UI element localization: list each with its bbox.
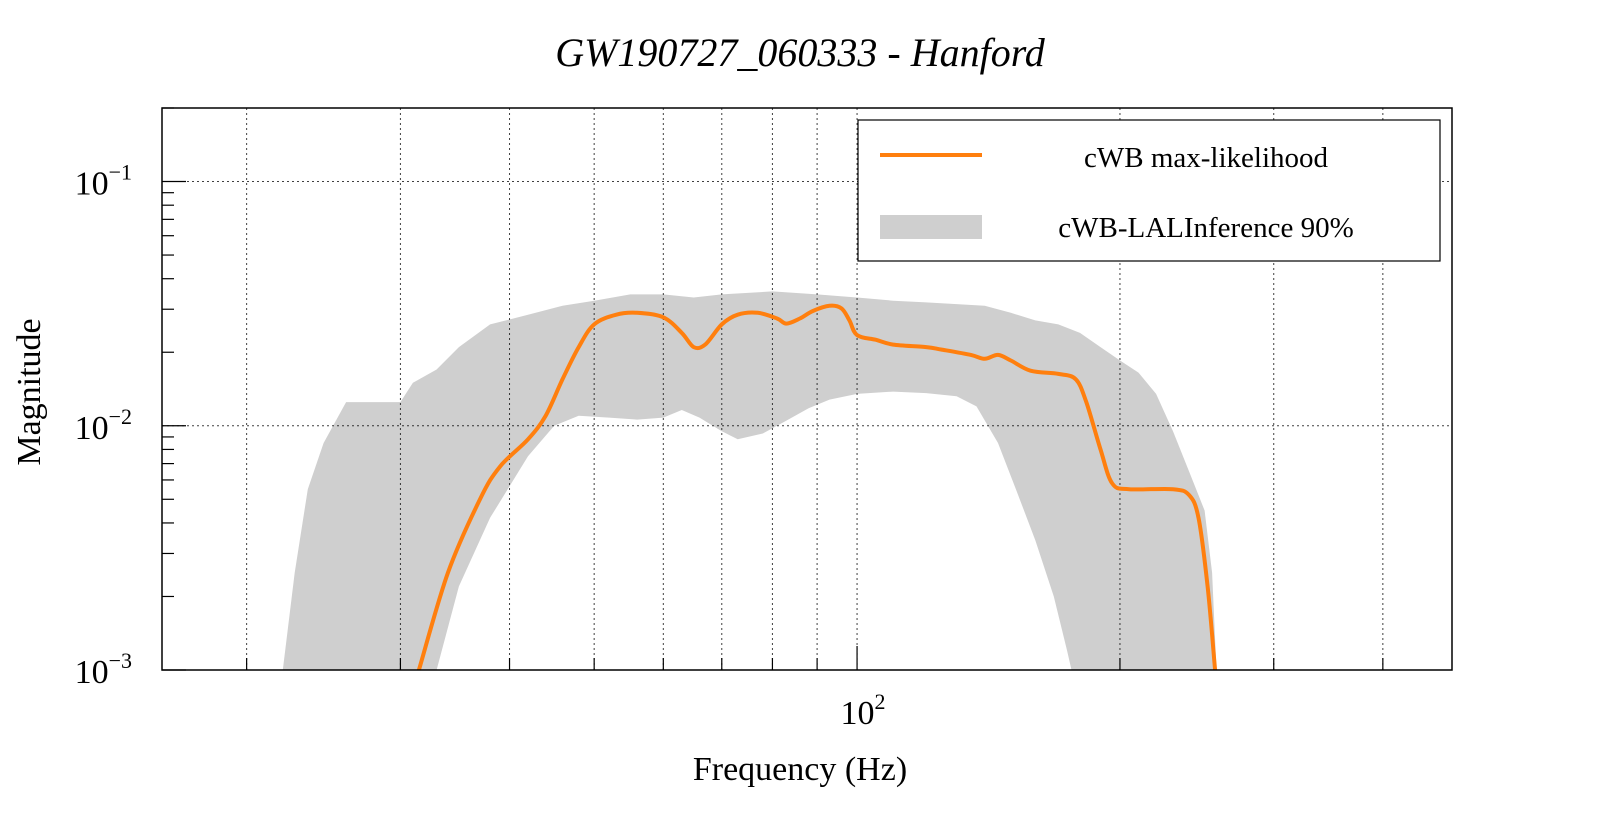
chart-title: GW190727_060333 - Hanford — [555, 30, 1046, 75]
y-tick-label: 10−3 — [75, 648, 132, 691]
line-layer — [416, 303, 1218, 671]
plot-frame — [161, 107, 1453, 671]
legend-swatch-90-percent — [880, 215, 982, 239]
y-tick-label: 10−1 — [75, 160, 132, 203]
legend-label-max-likelihood: cWB max-likelihood — [1084, 142, 1329, 174]
legend-label-90-percent: cWB-LALInference 90% — [1058, 212, 1353, 244]
y-tick-label: 10−2 — [75, 404, 132, 447]
y-axis-title: Magnitude — [11, 318, 48, 465]
x-tick-label: 102 — [841, 689, 886, 732]
tick-label-layer: 10−3 10−2 10−1 102 — [75, 160, 886, 732]
series-line-max-likelihood — [416, 303, 1218, 671]
x-axis-title: Frequency (Hz) — [693, 751, 907, 788]
series-band-90-percent — [282, 291, 1217, 670]
legend: cWB max-likelihood cWB-LALInference 90% — [857, 119, 1441, 262]
band-layer — [282, 291, 1217, 670]
grid-layer — [162, 108, 1452, 670]
